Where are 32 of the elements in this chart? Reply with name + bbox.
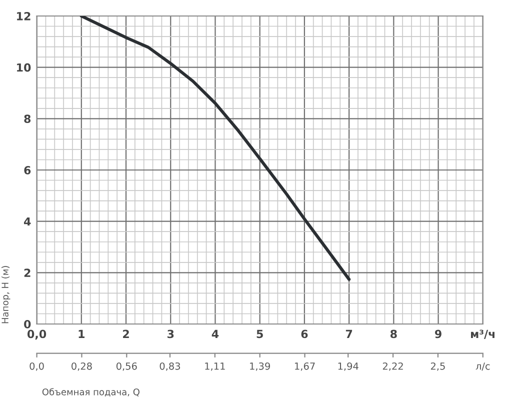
x2-tick-label: 1,11 (205, 362, 225, 371)
x2-tick-label: л/с (476, 362, 490, 371)
y-tick-label: 6 (24, 166, 31, 174)
x2-tick-label: 1,39 (250, 362, 270, 371)
x-tick-label: 5 (256, 330, 263, 338)
x2-tick-label: 1,67 (295, 362, 315, 371)
x-tick-label: 9 (434, 330, 442, 338)
x2-tick-label: 0,56 (116, 362, 137, 371)
x2-tick-label: 0,28 (72, 362, 92, 371)
y-tick-label: 2 (24, 268, 30, 277)
y-axis-title: Напор, H (м) (1, 266, 10, 324)
x-tick-label: 0,0 (27, 330, 46, 340)
y-tick-label: 4 (24, 217, 31, 226)
x2-tick-label: 2,22 (382, 362, 403, 371)
x-tick-label: 3 (168, 330, 174, 338)
y-tick-label: 12 (17, 12, 30, 20)
x-tick-label: 4 (212, 330, 219, 338)
x-axis-title: Объемная подача, Q (42, 388, 140, 396)
x-tick-label: 2 (123, 330, 129, 338)
x2-tick-label: 2,5 (430, 362, 445, 371)
x2-tick-label: 1,94 (338, 362, 358, 371)
y-tick-label: 8 (24, 114, 31, 124)
y-tick-label: 0 (24, 320, 31, 328)
x-tick-label: 8 (390, 330, 397, 338)
x2-tick-label: 0,0 (30, 362, 44, 371)
line-series (80, 16, 351, 281)
x-tick-label: 7 (346, 330, 352, 338)
x-tick-label: м³/ч (471, 330, 494, 340)
x-tick-label: 6 (301, 330, 308, 338)
y-tick-label: 10 (17, 63, 31, 72)
x2-tick-label: 0,83 (160, 362, 180, 371)
x-tick-label: 1 (78, 330, 85, 338)
